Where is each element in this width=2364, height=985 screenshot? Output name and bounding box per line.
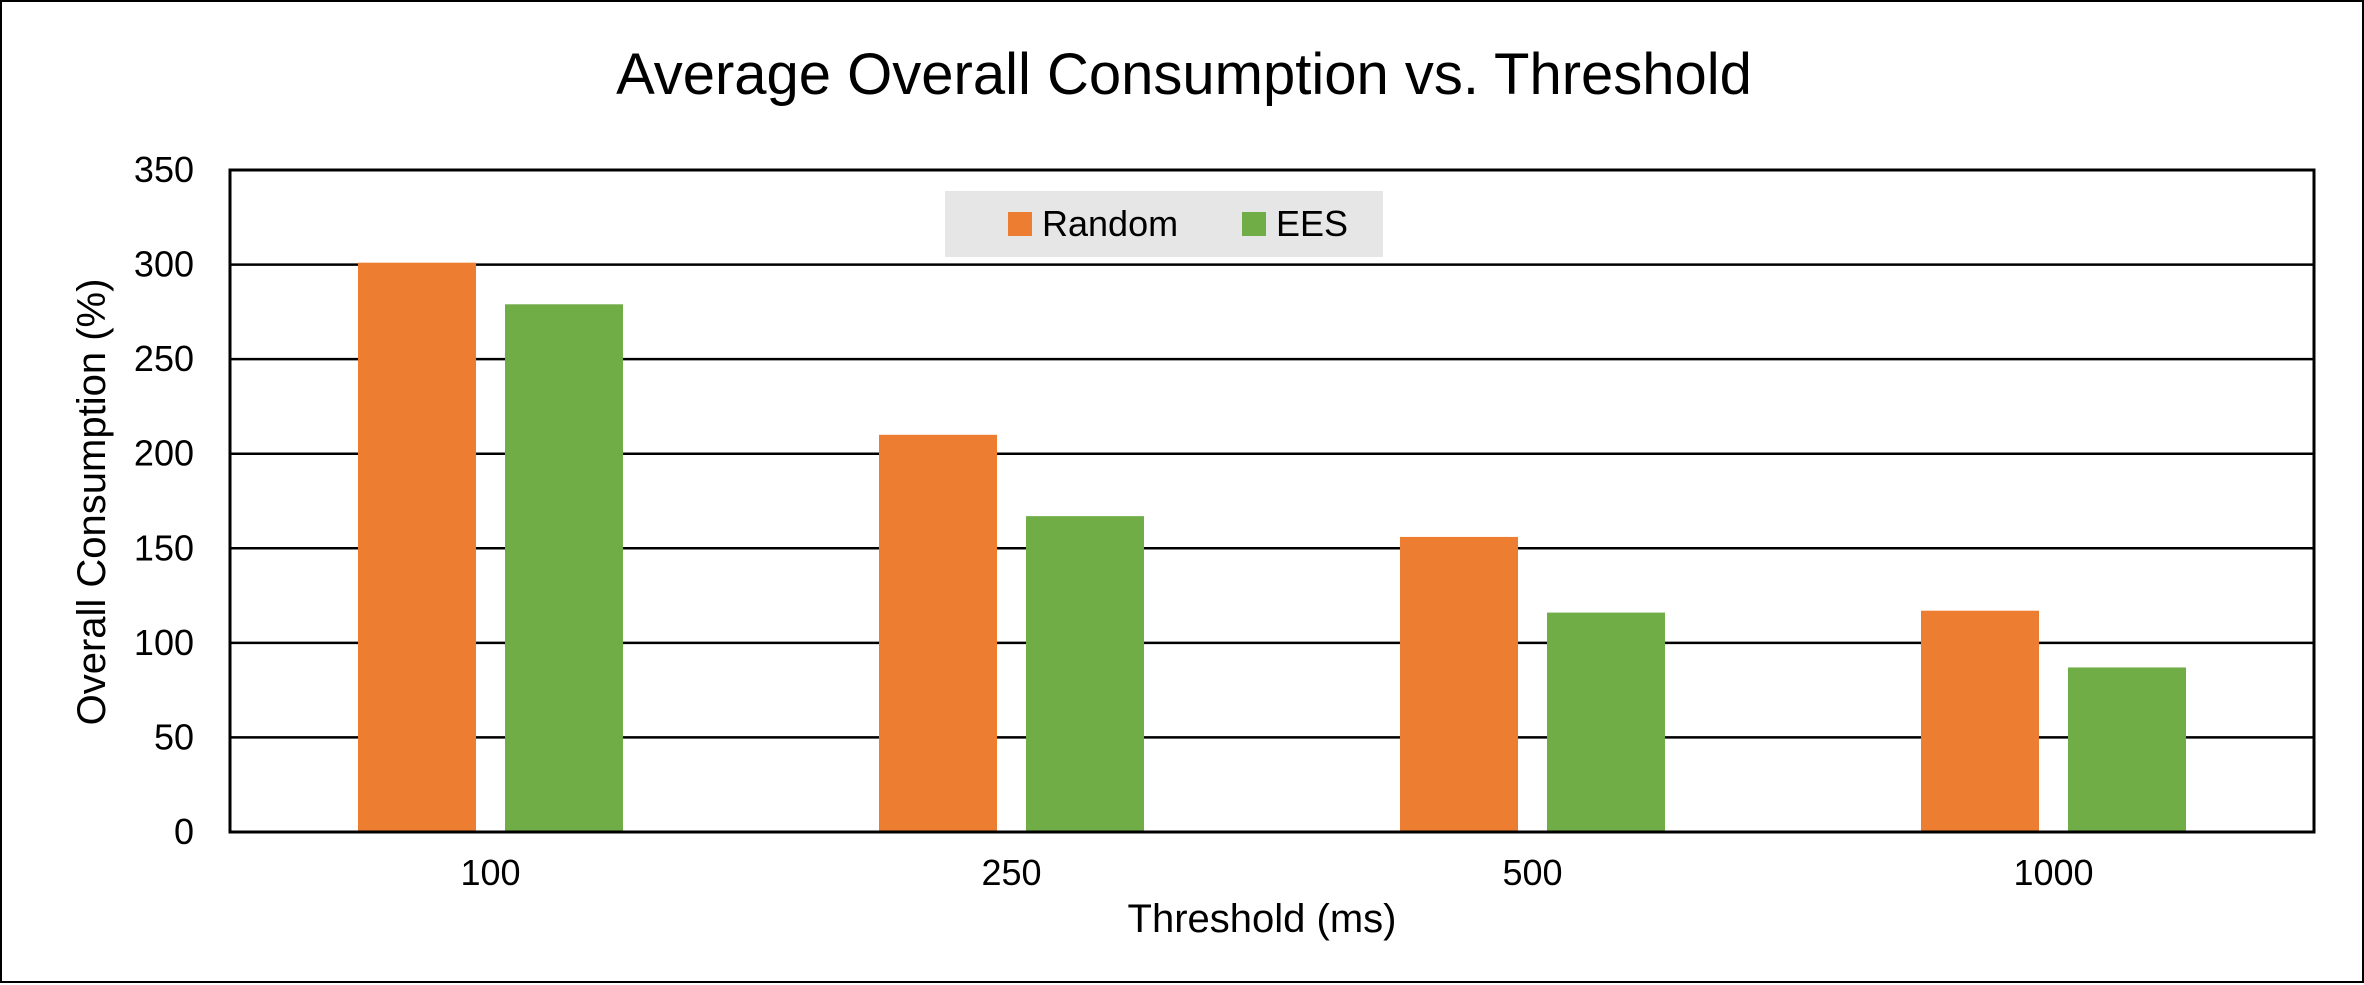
x-tick-label: 500 xyxy=(1502,852,1562,893)
y-tick-label: 250 xyxy=(134,338,194,379)
bar-ees-500 xyxy=(1547,612,1665,832)
y-axis-title: Overall Consumption (%) xyxy=(70,279,114,726)
x-tick-label: 250 xyxy=(981,852,1041,893)
bar-random-1000 xyxy=(1921,610,2039,832)
y-tick-label: 350 xyxy=(134,149,194,190)
legend: Random EES xyxy=(945,191,1383,257)
bars xyxy=(358,262,2186,832)
legend-label-random: Random xyxy=(1042,203,1178,244)
bar-random-100 xyxy=(358,262,476,832)
legend-items: Random EES xyxy=(1008,203,1348,244)
y-tick-label: 150 xyxy=(134,527,194,568)
y-tick-label: 50 xyxy=(154,716,194,757)
x-tick-label: 100 xyxy=(460,852,520,893)
plot-border xyxy=(228,168,2316,834)
bar-ees-1000 xyxy=(2068,667,2186,832)
x-tick-label: 1000 xyxy=(2013,852,2093,893)
y-tick-label: 0 xyxy=(174,811,194,852)
y-tick-label: 200 xyxy=(134,433,194,474)
x-axis-ticks: 100 250 500 1000 xyxy=(460,852,2093,893)
chart-title: Average Overall Consumption vs. Threshol… xyxy=(616,42,1752,107)
legend-swatch-ees xyxy=(1242,212,1266,236)
x-axis-title: Threshold (ms) xyxy=(1128,897,1397,941)
y-tick-label: 300 xyxy=(134,244,194,285)
bar-ees-100 xyxy=(505,304,623,832)
legend-label-ees: EES xyxy=(1276,203,1348,244)
bar-random-250 xyxy=(879,434,997,832)
y-tick-label: 100 xyxy=(134,622,194,663)
bar-random-500 xyxy=(1400,536,1518,832)
y-axis-ticks: 0 50 100 150 200 250 300 350 xyxy=(134,149,194,852)
legend-swatch-random xyxy=(1008,212,1032,236)
bar-ees-250 xyxy=(1026,516,1144,832)
